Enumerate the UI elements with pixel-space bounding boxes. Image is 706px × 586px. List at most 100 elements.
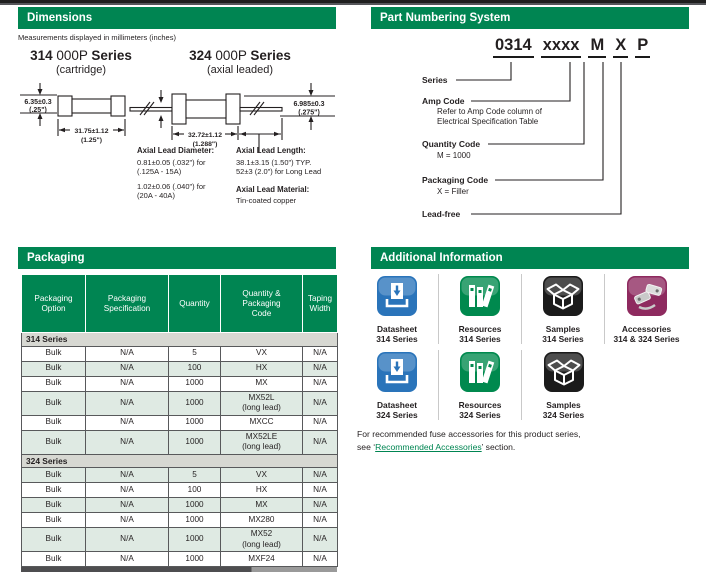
table-row: Bulk N/A 100 HX N/A (21, 360, 338, 377)
table-cell: N/A (85, 482, 169, 498)
part-numbering-diagram: 0314 xxxx M X P Series Amp Code Refer to Amp… (371, 30, 706, 235)
dim-324-diameter: 6.985±0.3 (293, 101, 324, 108)
table-cell: Bulk (21, 375, 86, 392)
recommended-accessories-link[interactable]: Recommended Accessories (375, 441, 482, 452)
lead-diameter-line: (.125A - 15A) (137, 167, 182, 176)
table-cell: N/A (85, 467, 169, 483)
right-arrow-icon (231, 131, 237, 137)
info-tile[interactable]: Accessories 314 & 324 Series (605, 274, 688, 344)
table-cell: Bulk (21, 429, 86, 455)
dim-314-length: 31.75±1.12 (75, 128, 109, 135)
table-cell: N/A (302, 467, 338, 483)
table-cell: N/A (85, 375, 169, 392)
table-cell: MX52LE (long lead) (220, 429, 303, 455)
label-lead-free: Lead-free (422, 209, 461, 219)
left-arrow-icon (59, 127, 65, 133)
table-cell: N/A (85, 527, 169, 552)
info-tile[interactable]: Datasheet 314 Series (356, 274, 439, 344)
table-cell: N/A (85, 360, 169, 377)
samples-box-icon (543, 276, 583, 316)
label-quantity-code: Quantity Code (422, 139, 481, 149)
col-packaging-specification: Packaging Specification (85, 274, 169, 333)
footnote-post: ’ section. (481, 441, 516, 452)
dim-314-length-in: (1.25") (81, 137, 102, 144)
info-tile[interactable]: Resources 324 Series (439, 350, 522, 420)
dim-324-diameter-in: (.275") (298, 110, 320, 117)
series-header-cell: 314 Series (21, 332, 338, 347)
table-cell: N/A (85, 551, 169, 567)
lead-material-line: Tin-coated copper (236, 196, 297, 205)
info-tile-label: Resources 324 Series (458, 400, 502, 420)
table-cell: Bulk (21, 497, 86, 513)
table-cutoff-row (21, 567, 337, 572)
additional-info-tiles-row-2: Datasheet 324 Series Resources 324 Serie… (356, 350, 605, 420)
packaging-table: Packaging Option Packaging Specification… (21, 274, 338, 572)
col-quantity: Quantity (168, 274, 221, 333)
lead-diameter-line: (20A - 40A) (137, 191, 175, 200)
series-314-suffix: Series (91, 48, 132, 63)
additional-info-section-header: Additional Information (371, 247, 689, 269)
table-cell: N/A (302, 429, 338, 455)
series-header-row: 324 Series (21, 453, 338, 468)
info-tile-label: Samples 314 Series (542, 324, 584, 344)
series-324-suffix: Series (250, 48, 291, 63)
axial-lead-length-block: Axial Lead Length: 38.1±3.15 (1.50") TYP… (236, 146, 342, 206)
table-cell: 1000 (168, 429, 221, 455)
table-cell: Bulk (21, 512, 86, 528)
down-arrow-icon (308, 90, 314, 96)
info-tile[interactable]: Datasheet 324 Series (356, 350, 439, 420)
info-tile-label: Resources 314 Series (458, 324, 502, 344)
table-cell: 1000 (168, 390, 221, 416)
table-cell: Bulk (21, 360, 86, 377)
resources-books-icon (460, 352, 500, 392)
measurements-note: Measurements displayed in millimeters (i… (18, 33, 176, 42)
info-tile-label: Datasheet 324 Series (376, 400, 418, 420)
table-cell: 5 (168, 345, 221, 362)
page-top-rule (0, 0, 706, 3)
dimensions-section-header: Dimensions (18, 7, 336, 29)
series-314-subtitle: (cartridge) (55, 64, 107, 76)
table-row: Bulk N/A 1000 MX280 N/A (21, 512, 338, 528)
table-cell: 1000 (168, 527, 221, 552)
left-arrow-icon (240, 131, 246, 137)
table-cell: MX (220, 375, 303, 392)
info-tile[interactable]: Resources 314 Series (439, 274, 522, 344)
table-cell: Bulk (21, 467, 86, 483)
lead-diameter-line: 0.81±0.05 (.032") for (137, 157, 206, 167)
table-cell: VX (220, 345, 303, 362)
code-series-segment: 0314 (493, 36, 534, 58)
table-row: Bulk N/A 1000 MX N/A (21, 375, 338, 392)
code-leadfree-segment: P (635, 36, 651, 58)
label-packaging-code: Packaging Code (422, 175, 489, 185)
left-arrow-icon (173, 131, 179, 137)
label-series: Series (422, 75, 448, 85)
accessories-icon (626, 276, 667, 316)
series-header-cell: 324 Series (21, 453, 338, 468)
table-cell: 1000 (168, 497, 221, 513)
footnote-line-1: For recommended fuse accessories for thi… (357, 429, 581, 439)
table-cell: 1000 (168, 375, 221, 392)
table-cell: 100 (168, 360, 221, 377)
quantity-code-desc: M = 1000 (437, 151, 471, 160)
info-tile-label: Samples 324 Series (542, 400, 585, 420)
info-tile[interactable]: Samples 324 Series (522, 350, 605, 420)
axial-lead-material-title: Axial Lead Material: (236, 184, 310, 194)
table-cell: N/A (85, 512, 169, 528)
table-cell: N/A (302, 390, 338, 416)
info-tile-label: Datasheet 314 Series (376, 324, 418, 344)
info-tile[interactable]: Samples 314 Series (522, 274, 605, 344)
lead-length-line: 38.1±3.15 (1.50") TYP. (236, 157, 312, 167)
datasheet-download-icon (377, 276, 417, 316)
axial-fuse-diagram: 6.985±0.3 (.275") 32.72±1.12 (1.288") (129, 83, 335, 152)
label-amp-code: Amp Code (422, 96, 465, 106)
table-cell: N/A (302, 482, 338, 498)
table-cell: Bulk (21, 345, 86, 362)
table-cell: 100 (168, 482, 221, 498)
amp-code-desc-1: Refer to Amp Code column of (437, 107, 542, 116)
down-arrow-icon (158, 97, 164, 103)
series-header-row: 314 Series (21, 332, 338, 347)
amp-code-desc-2: Electrical Specification Table (437, 117, 539, 126)
samples-box-icon (543, 352, 584, 392)
table-cell: N/A (302, 512, 338, 528)
